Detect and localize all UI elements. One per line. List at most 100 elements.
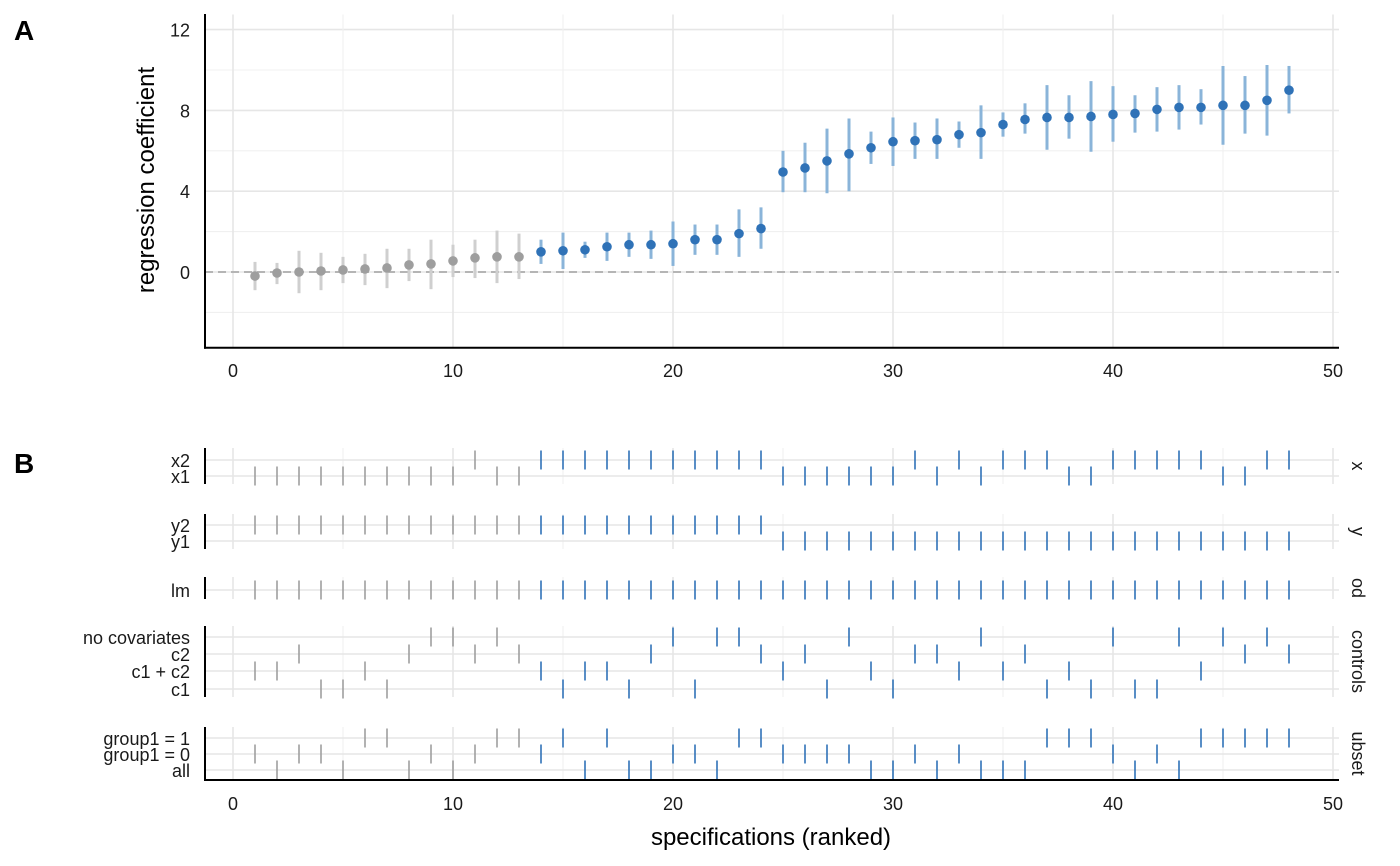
panel-a-label: A [14,15,34,46]
x-tick-label: 40 [1103,794,1123,814]
facet-row-label: lm [171,581,190,601]
coefficient-point [1064,112,1074,123]
facet-strip-label: od [1348,578,1368,598]
facet-row-label: all [172,761,190,781]
coefficient-point [1130,108,1140,119]
coefficient-point [932,134,942,145]
coefficient-point [888,136,898,147]
x-tick-label: 20 [663,361,683,381]
coefficient-point [338,265,348,275]
facet-row-label: c2 [171,645,190,665]
coefficient-point [382,263,392,273]
x-tick-label: 20 [663,794,683,814]
coefficient-point [668,238,678,249]
coefficient-point [580,244,590,255]
facet-row-label: y2 [171,516,190,536]
coefficient-point [646,239,656,250]
panel-b-x-tick-labels: 0 10 20 30 40 50 [228,794,1343,814]
facet-row-label: group1 = 1 [103,729,190,749]
y-tick-label: 0 [180,263,190,283]
panel-a-y-tick-labels: 0 4 8 12 [170,21,190,283]
coefficient-point [1218,100,1228,111]
panel-b-x-axis-label: specifications (ranked) [651,824,891,851]
coefficient-point [976,127,986,138]
coefficient-point [448,256,458,266]
coefficient-point [272,268,282,278]
coefficient-point [712,234,722,245]
coefficient-point [470,253,480,263]
coefficient-point [690,234,700,245]
coefficient-point [954,129,964,140]
coefficient-point [360,264,370,274]
coefficient-point [1262,95,1272,106]
coefficient-point [492,252,502,262]
coefficient-point [624,239,634,250]
panel-b-label: B [14,448,34,479]
coefficient-point [734,228,744,239]
coefficient-point [1152,104,1162,115]
facet-strip-label: y [1348,527,1368,536]
y-tick-label: 12 [170,21,190,41]
coefficient-point [998,119,1008,130]
coefficient-point [1108,109,1118,120]
facet-row-label: x1 [171,467,190,487]
coefficient-point [426,259,436,269]
coefficient-point [822,156,832,166]
coefficient-point [514,252,524,262]
x-tick-label: 10 [443,794,463,814]
x-tick-label: 10 [443,361,463,381]
facet-od: lm od [171,577,1368,601]
panel-a-x-tick-labels: 0 10 20 30 40 50 [228,361,1343,381]
x-tick-label: 40 [1103,361,1123,381]
coefficient-point [316,266,326,276]
panel-a-grid [205,14,1339,348]
coefficient-point [866,142,876,153]
facet-row-label: c1 [171,680,190,700]
panel-a-y-axis-label: regression coefficient [133,67,160,294]
coefficient-point [1284,85,1294,95]
x-tick-label: 30 [883,361,903,381]
coefficient-point [404,260,414,270]
facet-row-label: c1 + c2 [131,662,190,682]
coefficient-point [910,135,920,146]
facet-strip-label: ubset [1348,731,1368,775]
coefficient-point [1042,112,1052,123]
facet-row-label: no covariates [83,628,190,648]
coefficient-point [844,149,854,159]
coefficient-point [1020,114,1030,125]
x-tick-label: 0 [228,361,238,381]
x-tick-label: 50 [1323,794,1343,814]
coefficient-point [800,163,810,173]
facet-row-label: x2 [171,451,190,471]
y-tick-label: 4 [180,182,190,202]
coefficient-point [778,167,788,177]
coefficient-point [250,271,260,281]
panel-a-coefficient-plot: A 0 4 8 12 0 10 20 30 40 50 regression coefficie… [14,14,1343,381]
x-tick-label: 30 [883,794,903,814]
coefficient-point [294,267,304,277]
y-tick-label: 8 [180,101,190,121]
facet-strip-label: controls [1348,630,1368,693]
x-tick-label: 0 [228,794,238,814]
coefficient-point [1240,100,1250,111]
panel-a-points [250,85,1294,281]
facet-strip-label: x [1348,462,1368,471]
coefficient-point [558,245,568,256]
coefficient-point [602,241,612,252]
coefficient-point [1174,102,1184,113]
coefficient-point [1196,102,1206,113]
facet-row-label: group1 = 0 [103,745,190,765]
x-tick-label: 50 [1323,361,1343,381]
coefficient-point [536,247,546,257]
coefficient-point [1086,111,1096,122]
coefficient-point [756,223,766,234]
facet-row-label: y1 [171,532,190,552]
